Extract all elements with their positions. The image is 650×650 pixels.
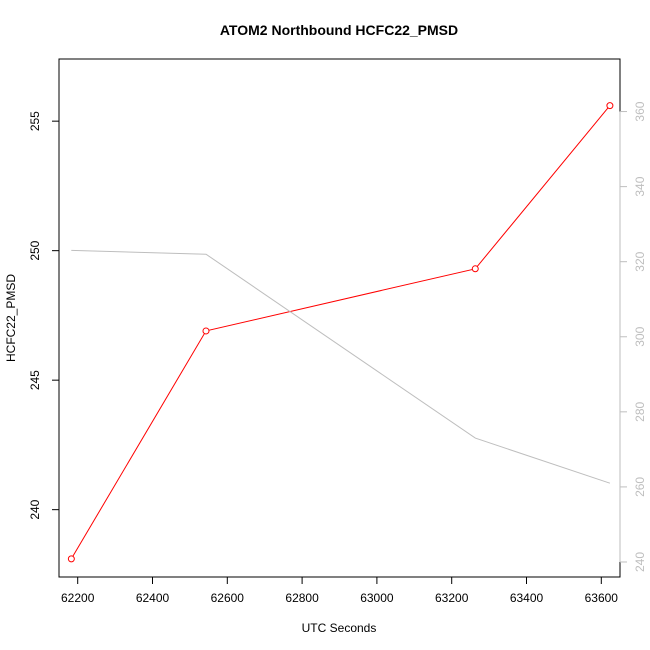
series-layer bbox=[67, 102, 614, 563]
y-tick-label: 240 bbox=[28, 499, 42, 519]
data-point bbox=[471, 265, 479, 273]
y2-axis: 240 260 280 300 320 340 360 bbox=[619, 101, 647, 572]
data-point bbox=[202, 327, 210, 335]
y2-tick-label: 240 bbox=[633, 552, 647, 572]
y-axis-label: HCFC22_PMSD bbox=[4, 274, 18, 362]
series-line-0 bbox=[70, 105, 611, 560]
x-axis: 62200 62400 62600 62800 63000 63200 63400 63600 bbox=[61, 576, 619, 605]
x-tick-label: 62400 bbox=[136, 591, 170, 605]
y2-tick-label: 360 bbox=[633, 101, 647, 121]
data-point bbox=[606, 102, 614, 110]
y-axis: 240 245 250 255 bbox=[28, 111, 60, 520]
x-tick-label: 62800 bbox=[285, 591, 319, 605]
y2-tick-label: 260 bbox=[633, 477, 647, 497]
plot-box bbox=[58, 58, 621, 578]
y2-tick-label: 340 bbox=[633, 176, 647, 196]
y2-tick-label: 300 bbox=[633, 326, 647, 346]
x-tick-label: 63200 bbox=[435, 591, 469, 605]
x-tick-label: 62600 bbox=[211, 591, 245, 605]
y-tick-label: 255 bbox=[28, 111, 42, 131]
x-tick-label: 63000 bbox=[360, 591, 394, 605]
chart-title: ATOM2 Northbound HCFC22_PMSD bbox=[220, 22, 458, 38]
x-tick-label: 62200 bbox=[61, 591, 95, 605]
x-tick-label: 63600 bbox=[585, 591, 619, 605]
series-line-1 bbox=[71, 249, 611, 484]
x-tick-label: 63400 bbox=[510, 591, 544, 605]
y-tick-label: 250 bbox=[28, 240, 42, 260]
y-tick-label: 245 bbox=[28, 370, 42, 390]
y2-tick-label: 280 bbox=[633, 402, 647, 422]
y2-tick-label: 320 bbox=[633, 251, 647, 271]
x-axis-label: UTC Seconds bbox=[302, 621, 377, 635]
data-point bbox=[67, 555, 75, 563]
